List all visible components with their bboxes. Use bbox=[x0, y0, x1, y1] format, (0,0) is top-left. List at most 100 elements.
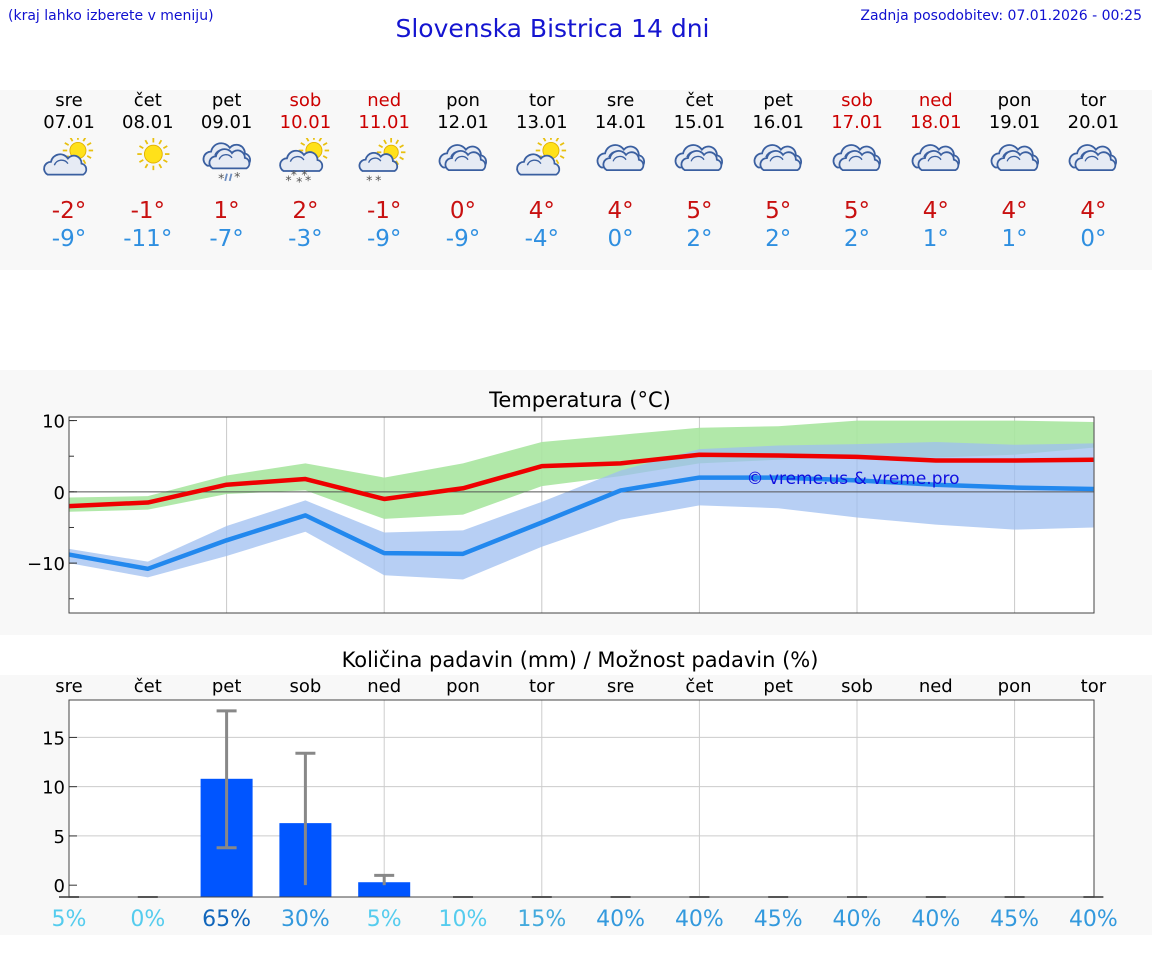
probability-label: 40% bbox=[911, 907, 960, 932]
day-date: 12.01 bbox=[437, 112, 489, 133]
day-column: pet 09.01 * * 1° -7° bbox=[187, 90, 267, 252]
probability-label: 30% bbox=[281, 907, 330, 932]
max-temp: 2° bbox=[292, 198, 319, 224]
max-temp: -1° bbox=[366, 198, 402, 224]
max-temp: 4° bbox=[922, 198, 949, 224]
sun-cloud-snow-icon: * ** ** bbox=[279, 138, 330, 188]
day-column: pon 19.01 4° 1° bbox=[975, 90, 1055, 252]
y-tick-label: 5 bbox=[54, 827, 65, 848]
min-temp: -9° bbox=[51, 226, 87, 252]
day-name: čet bbox=[133, 90, 162, 111]
day-column: čet 15.01 5° 2° bbox=[659, 90, 739, 252]
min-temp: 2° bbox=[686, 226, 713, 252]
x-category-label: sre bbox=[55, 676, 82, 697]
x-category-label: ned bbox=[919, 676, 953, 697]
probability-label: 65% bbox=[202, 907, 251, 932]
day-name: ned bbox=[918, 90, 953, 111]
x-category-label: sob bbox=[289, 676, 321, 697]
max-temp: 4° bbox=[528, 198, 555, 224]
day-date: 14.01 bbox=[594, 112, 647, 133]
day-date: 15.01 bbox=[673, 112, 726, 133]
cloud-icon bbox=[438, 144, 487, 172]
x-category-label: pet bbox=[212, 676, 242, 697]
sun-cloud-icon bbox=[43, 138, 94, 176]
cloud-icon bbox=[911, 144, 960, 172]
probability-label: 40% bbox=[833, 907, 882, 932]
day-name: pet bbox=[211, 90, 242, 111]
y-tick-label: 10 bbox=[42, 412, 65, 433]
probability-label: 15% bbox=[517, 907, 566, 932]
forecast-strip: sre 07.01 -2° -9° čet 08.01 -1° -11° pet 09.01 * * 1… bbox=[0, 90, 1152, 270]
y-tick-label: 15 bbox=[42, 728, 65, 749]
day-date: 09.01 bbox=[200, 112, 253, 133]
precipitation-chart-title: Količina padavin (mm) / Možnost padavin … bbox=[341, 648, 819, 672]
error-bar bbox=[216, 709, 237, 850]
precipitation-bar bbox=[358, 882, 411, 897]
max-temp-line bbox=[68, 452, 1094, 509]
y-tick-label: 0 bbox=[54, 876, 65, 897]
location-hint: (kraj lahko izberete v meniju) bbox=[8, 8, 214, 24]
day-column: sob 17.01 5° 2° bbox=[817, 90, 897, 252]
svg-text:*: * bbox=[305, 172, 311, 187]
cloud-sleet-icon: * * bbox=[202, 142, 251, 186]
x-category-label: sob bbox=[841, 676, 873, 697]
min-temp: 0° bbox=[607, 226, 634, 252]
max-temp: -1° bbox=[130, 198, 166, 224]
max-temp: 5° bbox=[843, 198, 871, 224]
plot-frame bbox=[68, 416, 1095, 614]
sun-icon bbox=[137, 138, 170, 171]
error-bar bbox=[295, 751, 316, 886]
plot-frame bbox=[68, 699, 1095, 898]
day-date: 08.01 bbox=[122, 112, 174, 133]
day-name: ned bbox=[367, 90, 402, 111]
max-temp: 4° bbox=[1001, 198, 1028, 224]
day-name: sre bbox=[55, 90, 83, 111]
min-temp: -9° bbox=[445, 226, 481, 252]
probability-label: 0% bbox=[130, 907, 165, 932]
day-date: 20.01 bbox=[1067, 112, 1120, 133]
day-date: 17.01 bbox=[831, 112, 883, 133]
x-category-label: čet bbox=[685, 676, 713, 697]
day-name: čet bbox=[685, 90, 714, 111]
max-temp: 1° bbox=[213, 198, 240, 224]
day-column: sob 10.01 * * * * * 2° -3° bbox=[265, 90, 345, 252]
x-category-label: ned bbox=[367, 676, 401, 697]
day-name: pon bbox=[997, 90, 1032, 111]
x-category-label: pon bbox=[446, 676, 480, 697]
probability-label: 40% bbox=[675, 907, 724, 932]
temperature-chart-title: Temperatura (°C) bbox=[489, 388, 671, 412]
svg-text:*: * bbox=[286, 172, 292, 187]
day-column: pet 16.01 5° 2° bbox=[738, 90, 818, 252]
probability-label: 40% bbox=[1069, 907, 1118, 932]
error-bar bbox=[374, 873, 395, 886]
probability-label: 5% bbox=[52, 907, 87, 932]
x-category-label: pon bbox=[998, 676, 1032, 697]
cloud-icon bbox=[753, 144, 803, 172]
cloud-icon bbox=[1069, 144, 1118, 172]
cloud-icon bbox=[596, 144, 645, 172]
day-name: sob bbox=[841, 90, 873, 111]
day-column: ned 18.01 4° 1° bbox=[896, 90, 976, 252]
sun-cloud-light-snow-icon: * * bbox=[358, 138, 406, 187]
probability-label: 45% bbox=[990, 907, 1039, 932]
day-column: sre 07.01 -2° -9° bbox=[29, 90, 109, 252]
precipitation-chart: sre čet pet sob ned pon tor sre čet pet sob ned pon t… bbox=[42, 676, 1118, 932]
min-temp: -4° bbox=[524, 226, 560, 252]
cloud-icon bbox=[832, 144, 881, 172]
y-tick-label: 10 bbox=[42, 778, 65, 799]
min-temp: 2° bbox=[843, 226, 871, 252]
probability-label: 40% bbox=[596, 907, 645, 932]
min-temp: 1° bbox=[922, 226, 949, 252]
max-temp: 0° bbox=[449, 198, 477, 224]
day-column: sre 14.01 4° 0° bbox=[581, 90, 661, 252]
max-temp: 5° bbox=[686, 198, 713, 224]
day-name: pet bbox=[763, 90, 793, 111]
probability-label: 10% bbox=[439, 907, 488, 932]
watermark-text: © vreme.us & vreme.pro bbox=[746, 469, 959, 489]
min-temp: -9° bbox=[366, 226, 402, 252]
x-category-label: čet bbox=[134, 676, 162, 697]
day-date: 07.01 bbox=[43, 112, 95, 133]
day-column: pon 12.01 0° -9° bbox=[423, 90, 503, 252]
svg-text:*: * bbox=[366, 172, 372, 187]
x-category-label: pet bbox=[763, 676, 793, 697]
